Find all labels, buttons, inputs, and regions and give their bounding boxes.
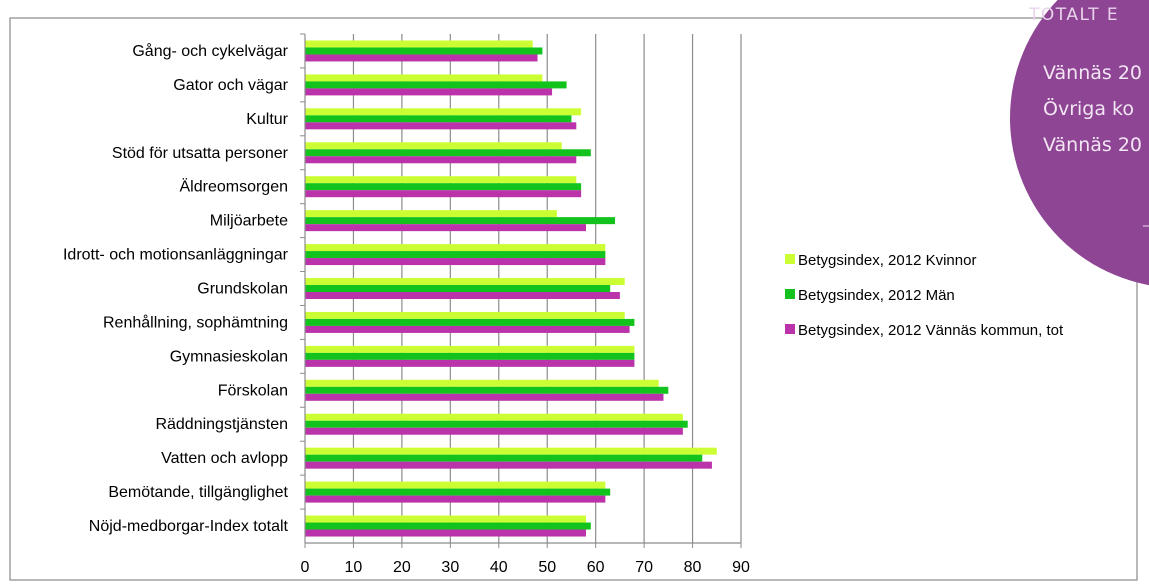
bar [305,454,703,462]
bars [305,40,717,537]
category-label: Gång- och cykelvägar [132,42,288,60]
bar [305,251,606,259]
axes [300,33,742,548]
x-tick-label: 50 [538,559,556,576]
bar [305,359,635,367]
bar [305,176,577,184]
legend: Betygsindex, 2012 Kvinnor Betygsindex, 20… [785,252,1064,339]
bar [305,345,635,353]
bar [305,379,659,387]
bar [305,122,577,130]
bar [305,40,533,48]
bar [305,311,625,319]
category-label: Vatten och avlopp [161,450,288,467]
bar [305,108,582,116]
bar [305,461,712,469]
bar [305,74,543,82]
callout-line-2: Övriga ko [1043,97,1134,120]
x-tick-label: 20 [393,559,411,576]
category-label: Idrott- och motionsanläggningar [63,247,289,264]
category-label: Nöjd-medborgar-Index totalt [89,518,289,535]
category-label: Förskolan [218,382,288,399]
category-label: Räddningstjänsten [155,416,288,433]
bar [305,427,683,435]
bar [305,142,562,150]
bar [305,88,553,96]
x-tick-label: 10 [345,559,363,576]
bar [305,54,538,62]
x-tick-label: 60 [587,559,605,576]
callout-line-3: Vännäs 20 [1043,134,1142,156]
bar [305,318,635,326]
callout: TOTALT E Vännäs 20 Övriga ko Vännäs 20 [1010,0,1149,286]
x-tick-label: 70 [635,559,653,576]
callout-line-1: Vännäs 20 [1043,62,1142,84]
bar [305,447,717,455]
category-label: Grundskolan [197,281,288,298]
bar [305,515,586,523]
bar [305,149,591,157]
bar [305,488,611,496]
category-label: Bemötande, tillgänglighet [108,484,288,501]
bar [305,156,577,164]
category-label: Äldreomsorgen [180,178,289,196]
legend-swatch [785,324,795,334]
x-tick-label: 30 [441,559,459,576]
bar [305,183,582,191]
bar [305,352,635,360]
bar [305,495,606,503]
bar [305,393,664,401]
bar [305,292,620,299]
category-label: Kultur [246,111,288,128]
bar [305,522,591,530]
x-tick-label: 0 [301,559,310,576]
bar [305,413,683,421]
bar [305,244,606,252]
bar [305,386,669,394]
bar [305,217,616,225]
bar [305,278,625,285]
bar [305,210,557,218]
bar [305,325,630,333]
bar [305,481,606,489]
bar [305,115,572,123]
bar [305,47,543,55]
category-label: Renhållning, sophämtning [103,313,288,331]
legend-label: Betygsindex, 2012 Kvinnor [798,252,976,269]
x-tick-labels: 0 10 20 30 40 50 60 70 80 90 [301,559,750,576]
callout-heading: TOTALT E [1028,5,1119,25]
legend-swatch [785,289,795,299]
bar [305,224,586,232]
bar [305,258,606,266]
x-tick-label: 40 [490,559,508,576]
x-tick-label: 90 [732,559,750,576]
bar [305,285,611,292]
category-labels: Gång- och cykelvägar Gator och vägar Kultu… [63,42,289,535]
legend-label: Betygsindex, 2012 Män [798,287,955,304]
bar [305,81,567,89]
legend-label: Betygsindex, 2012 Vännäs kommun, tot [798,322,1064,339]
bar [305,190,582,198]
bar [305,529,586,537]
category-label: Miljöarbete [210,213,288,230]
legend-swatch [785,254,795,264]
callout-circle [1010,0,1149,286]
category-label: Gymnasieskolan [170,348,288,365]
category-label: Gator och vägar [173,77,288,94]
bar [305,420,688,428]
x-tick-label: 80 [684,559,702,576]
category-label: Stöd för utsatta personer [112,145,289,162]
